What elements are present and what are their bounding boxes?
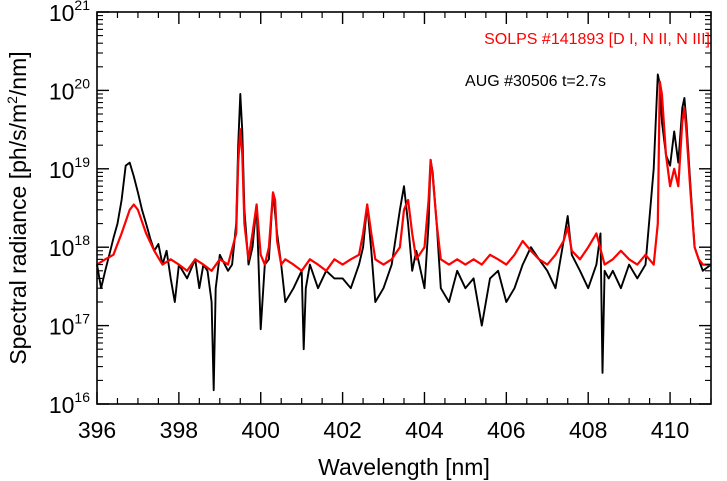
x-tick-label: 396 <box>78 417 116 443</box>
x-tick-label: 400 <box>242 417 280 443</box>
y-tick-label: 1020 <box>49 75 90 104</box>
legend-entry-solps: SOLPS #141893 [D I, N II, N III] <box>484 31 710 48</box>
y-tick-label: 1019 <box>49 154 90 183</box>
x-tick-label: 406 <box>487 417 525 443</box>
x-tick-labels: 396 398 400 402 404 406 408 410 <box>78 417 689 443</box>
y-tick-label: 1021 <box>49 0 90 26</box>
series-line-0 <box>96 73 712 392</box>
y-axis-label-main: Spectral radiance [ph/s/m <box>5 104 31 365</box>
y-tick-label: 1018 <box>49 232 90 261</box>
x-tick-label: 402 <box>323 417 361 443</box>
tick-layer <box>96 11 712 405</box>
y-tick-labels: 1016 1017 1018 1019 1020 1021 <box>49 0 90 418</box>
series-line-1 <box>96 80 711 272</box>
series-layer <box>96 73 712 392</box>
y-tick-label: 1017 <box>49 311 90 340</box>
plot-frame <box>96 11 712 405</box>
x-tick-label: 404 <box>405 417 444 443</box>
x-tick-label: 398 <box>160 417 198 443</box>
x-tick-label: 410 <box>651 417 689 443</box>
x-tick-label: 408 <box>569 417 607 443</box>
y-tick-label: 1016 <box>49 389 90 418</box>
y-axis-label-end: /nm] <box>5 51 31 96</box>
y-axis-label: Spectral radiance [ph/s/m2/nm] <box>4 51 31 364</box>
x-axis-label: Wavelength [nm] <box>318 454 490 480</box>
y-axis-label-superscript: 2 <box>4 96 20 104</box>
legend-entry-aug: AUG #30506 t=2.7s <box>465 73 606 90</box>
